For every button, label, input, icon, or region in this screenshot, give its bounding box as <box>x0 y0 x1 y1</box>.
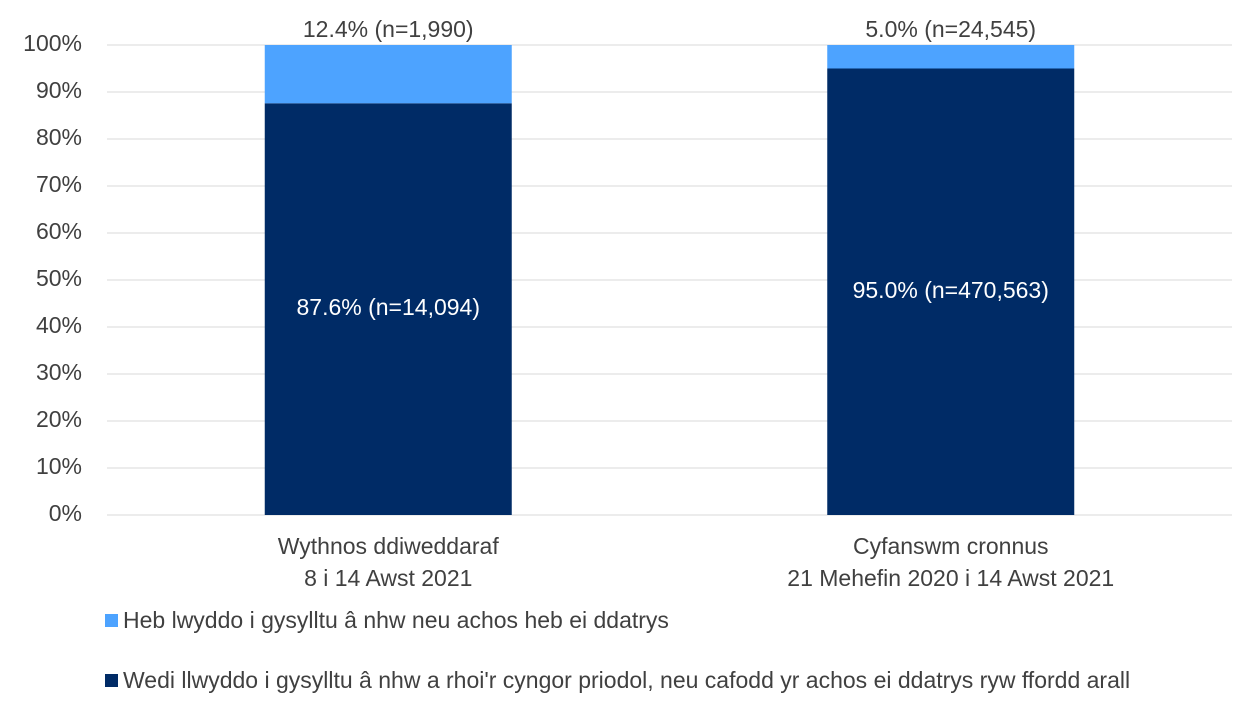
legend-item: Heb lwyddo i gysylltu â nhw neu achos he… <box>105 605 1205 635</box>
y-tick-label: 10% <box>36 453 82 479</box>
legend-swatch <box>105 674 118 687</box>
bar-segment <box>264 45 512 104</box>
x-tick-label: Cyfanswm cronnus <box>853 533 1049 559</box>
legend-swatch <box>105 614 118 627</box>
y-tick-label: 40% <box>36 312 82 338</box>
legend-label: Heb lwyddo i gysylltu â nhw neu achos he… <box>123 607 669 633</box>
bar-segment <box>827 45 1075 69</box>
y-tick-label: 0% <box>49 500 82 526</box>
legend-label: Wedi llwyddo i gysylltu â nhw a rhoi'r c… <box>123 667 1131 693</box>
data-label: 95.0% (n=470,563) <box>853 277 1049 303</box>
x-tick-label: 8 i 14 Awst 2021 <box>304 565 472 591</box>
x-tick-label: Wythnos ddiweddaraf <box>278 533 500 559</box>
y-tick-label: 30% <box>36 359 82 385</box>
bar-segment <box>264 103 512 515</box>
y-tick-label: 100% <box>23 30 82 56</box>
data-label: 87.6% (n=14,094) <box>297 294 481 320</box>
legend-item: Wedi llwyddo i gysylltu â nhw a rhoi'r c… <box>105 665 1205 695</box>
y-tick-label: 90% <box>36 77 82 103</box>
y-tick-label: 70% <box>36 171 82 197</box>
bar-segment <box>827 68 1075 515</box>
y-tick-label: 60% <box>36 218 82 244</box>
y-tick-label: 80% <box>36 124 82 150</box>
x-tick-label: 21 Mehefin 2020 i 14 Awst 2021 <box>787 565 1114 591</box>
data-label: 5.0% (n=24,545) <box>865 16 1036 42</box>
y-tick-label: 50% <box>36 265 82 291</box>
y-tick-label: 20% <box>36 406 82 432</box>
legend: Heb lwyddo i gysylltu â nhw neu achos he… <box>105 605 1205 725</box>
data-label: 12.4% (n=1,990) <box>303 16 474 42</box>
